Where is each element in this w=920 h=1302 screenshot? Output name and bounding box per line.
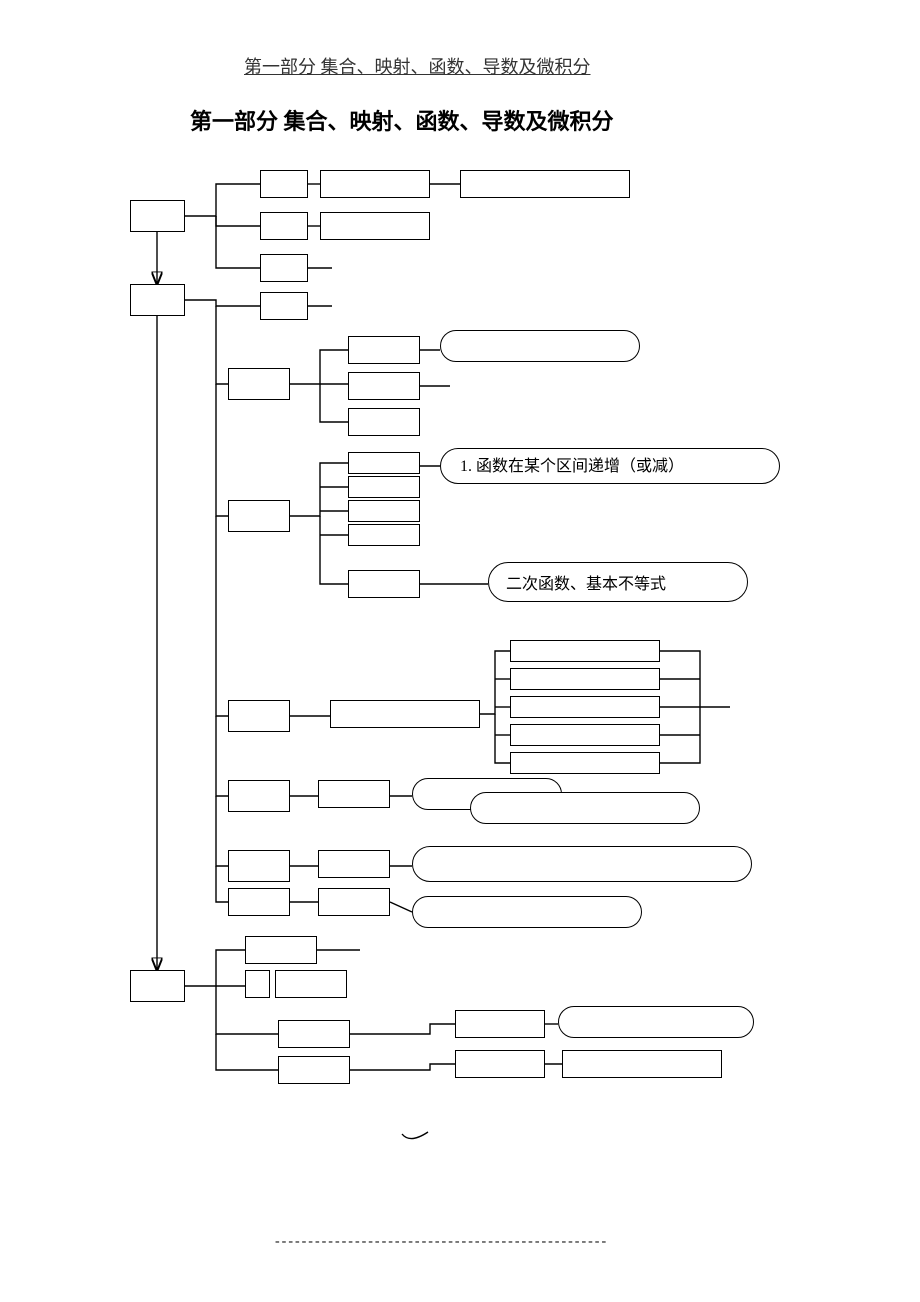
rect-n_b3: [275, 970, 347, 998]
annotation-a2: 二次函数、基本不等式: [506, 570, 666, 594]
footer-dashes: ----------------------------------------…: [275, 1234, 608, 1250]
rect-n_b2: [245, 970, 270, 998]
rect-n_r1a: [260, 170, 308, 198]
page-title: 第一部分 集合、映射、函数、导数及微积分: [190, 104, 614, 136]
rect-n_root2: [130, 284, 185, 316]
rect-n_mid1c: [348, 408, 420, 436]
rect-n_low1d: [510, 724, 660, 746]
rect-n_low3n: [228, 888, 290, 916]
rect-n_mid2: [228, 500, 290, 532]
rect-n_mid2b: [348, 476, 420, 498]
rect-n_b5a: [455, 1050, 545, 1078]
rect-n_b1: [245, 936, 317, 964]
rect-n_mid1b: [348, 372, 420, 400]
rect-n_low1c: [510, 696, 660, 718]
rect-n_low3o: [318, 888, 390, 916]
rect-n_mid2c: [348, 500, 420, 522]
rect-n_low3m: [318, 850, 390, 878]
rect-n_r1c: [460, 170, 630, 198]
rect-n_low1m: [330, 700, 480, 728]
pill-p1: [440, 330, 640, 362]
pill-p6: [412, 896, 642, 928]
rect-n_r1b: [320, 170, 430, 198]
rect-n_r3a: [260, 254, 308, 282]
curve-mark: [400, 1130, 430, 1142]
rect-n_low2m: [318, 780, 390, 808]
rect-n_mid2a: [348, 452, 420, 474]
rect-n_b4a: [455, 1010, 545, 1038]
rect-n_b4: [278, 1020, 350, 1048]
rect-n_mid1: [228, 368, 290, 400]
pill-p4b: [470, 792, 700, 824]
rect-n_b5: [278, 1056, 350, 1084]
rect-n_low2: [228, 780, 290, 812]
rect-n_r2a: [260, 212, 308, 240]
rect-n_mid1a: [348, 336, 420, 364]
rect-n_bottom: [130, 970, 185, 1002]
rect-n_r2b: [320, 212, 430, 240]
rect-n_b5b: [562, 1050, 722, 1078]
rect-n_low1a: [510, 640, 660, 662]
rect-n_low3: [228, 850, 290, 882]
rect-n_mid2d: [348, 524, 420, 546]
rect-n_low1: [228, 700, 290, 732]
page-header: 第一部分 集合、映射、函数、导数及微积分: [244, 53, 591, 79]
pill-p5: [412, 846, 752, 882]
rect-n_mid2e: [348, 570, 420, 598]
diagram-canvas: 第一部分 集合、映射、函数、导数及微积分 第一部分 集合、映射、函数、导数及微积…: [0, 0, 920, 1302]
rect-n_low1b: [510, 668, 660, 690]
rect-n_root1: [130, 200, 185, 232]
pill-p7: [558, 1006, 754, 1038]
annotation-a1: 1. 函数在某个区间递增（或减）: [460, 452, 684, 476]
rect-n_low1e: [510, 752, 660, 774]
rect-n_r4a: [260, 292, 308, 320]
